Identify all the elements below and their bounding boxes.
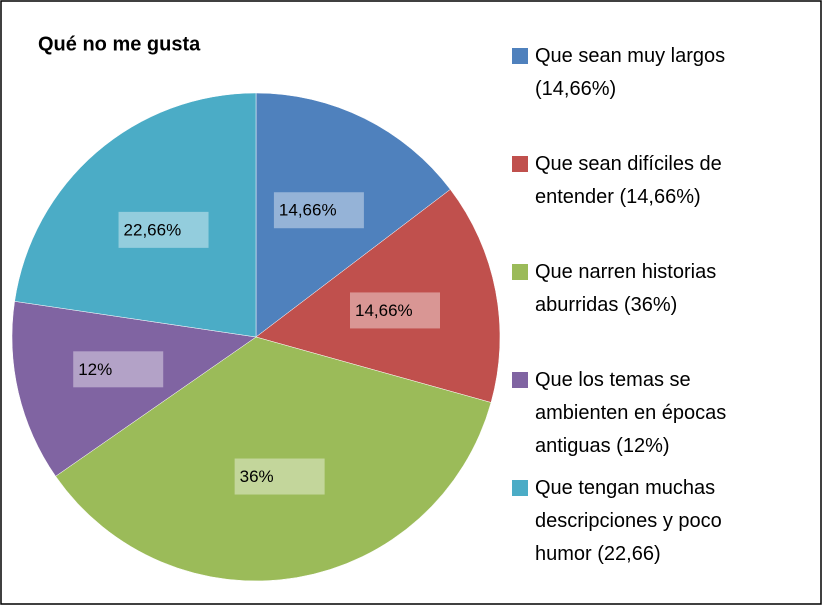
legend-swatch [512, 480, 528, 496]
data-label: 22,66% [124, 220, 182, 239]
legend-item: Que sean muy largos (14,66%) [512, 40, 782, 106]
legend-label: Que narren historias aburridas (36%) [535, 261, 717, 316]
data-label-box [118, 211, 209, 248]
pie-slice [255, 92, 451, 338]
pie-slice [55, 336, 492, 582]
legend-swatch [512, 264, 528, 280]
legend-label: Que sean difíciles de entender (14,66%) [535, 153, 722, 208]
data-label-box [350, 292, 441, 329]
legend-swatch [512, 48, 528, 64]
legend-item: Que sean difíciles de entender (14,66%) [512, 148, 782, 214]
data-label: 36% [240, 467, 274, 486]
pie-slice [255, 189, 501, 403]
legend-label: Que sean muy largos (14,66%) [535, 45, 726, 100]
legend-item: Que tengan muchas descripciones y poco h… [512, 472, 782, 571]
legend-item: Que narren historias aburridas (36%) [512, 256, 782, 322]
pie-slice [11, 301, 257, 477]
legend-label: Que tengan muchas descripciones y poco h… [535, 477, 722, 565]
legend-item: Que los temas se ambienten en épocas ant… [512, 364, 782, 463]
data-label-box [73, 351, 164, 388]
data-label-box [234, 458, 325, 495]
legend-label: Que los temas se ambienten en épocas ant… [535, 369, 727, 457]
chart-title: Qué no me gusta [38, 33, 201, 55]
legend-swatch [512, 372, 528, 388]
data-label-box [273, 192, 364, 229]
pie-slice [14, 92, 257, 338]
data-label: 14,66% [279, 201, 337, 220]
data-label: 14,66% [355, 301, 413, 320]
data-label: 12% [78, 360, 112, 379]
legend-swatch [512, 156, 528, 172]
